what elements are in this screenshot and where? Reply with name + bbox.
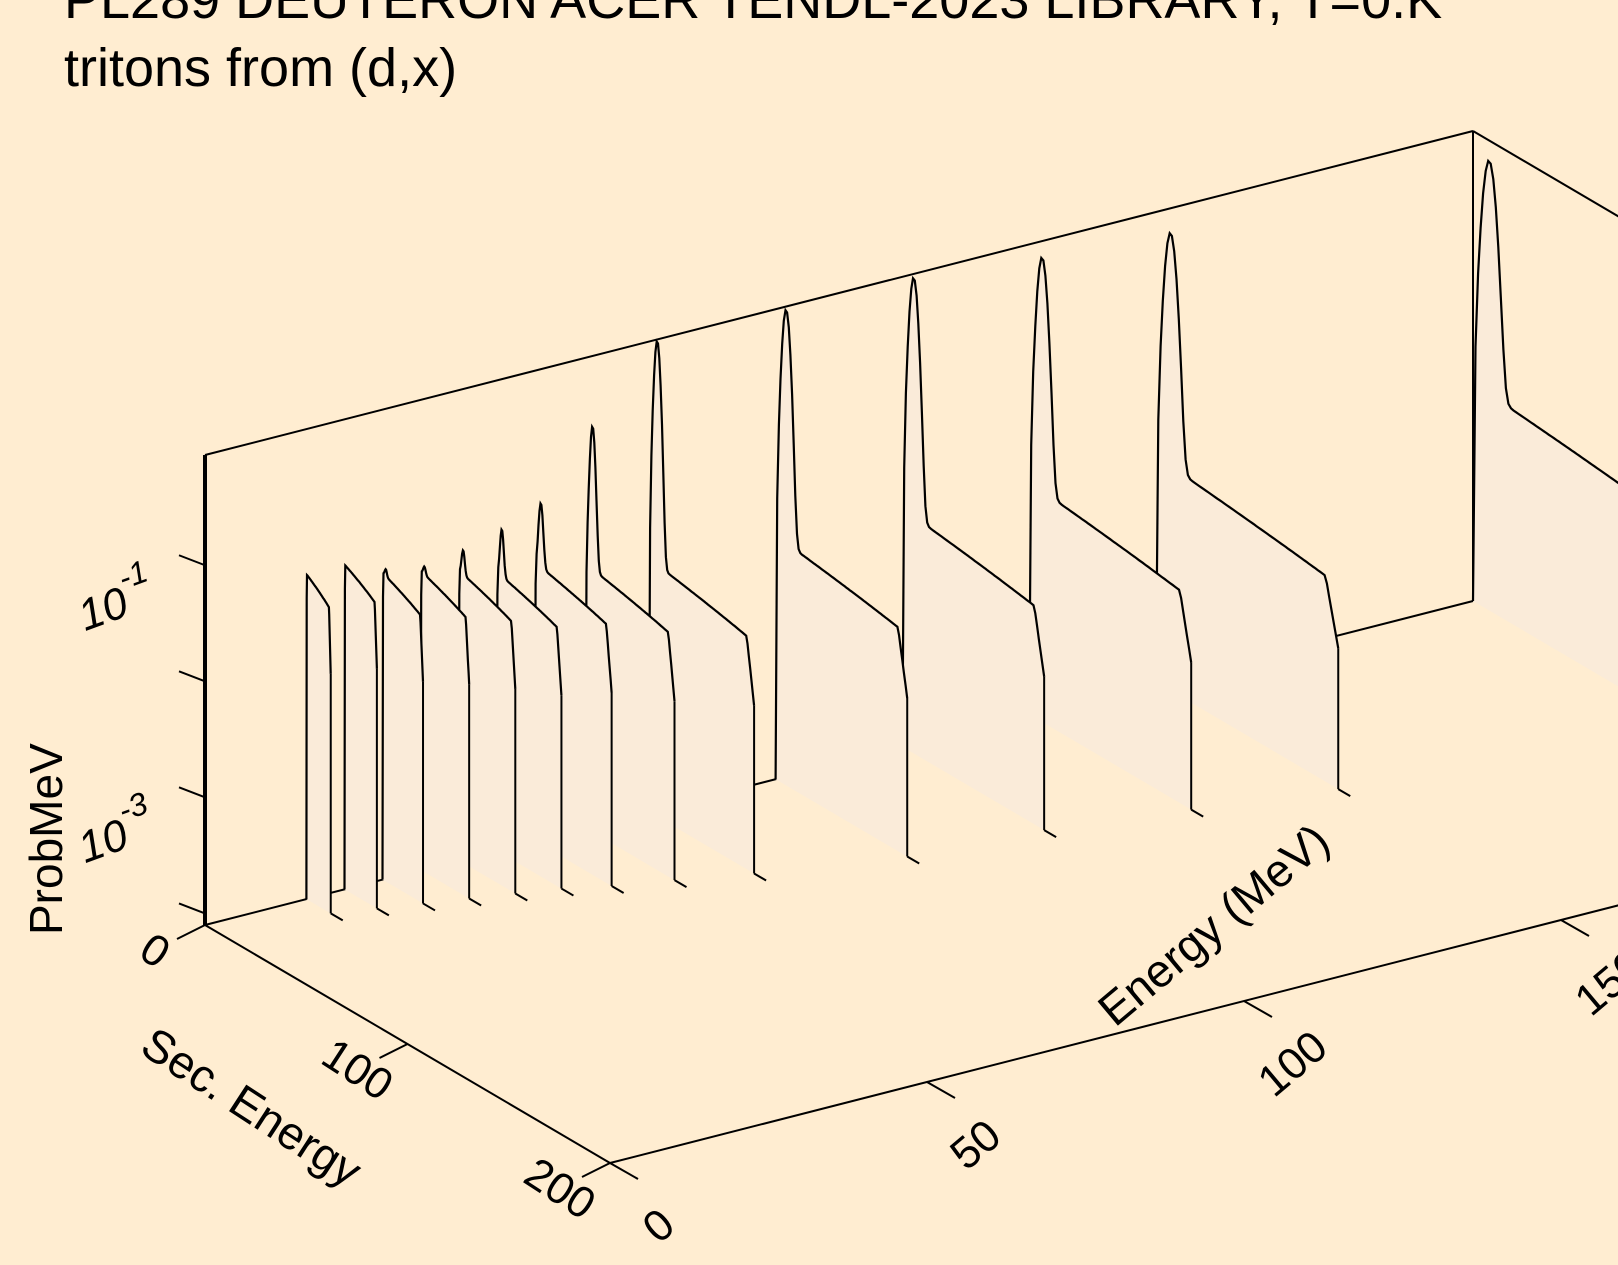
series-fill [344, 565, 377, 909]
y-tick-mark [581, 1162, 611, 1178]
series-base-tick [906, 855, 920, 865]
back-top-edge [204, 130, 1474, 456]
series-group [305, 158, 1618, 922]
series-fill [1029, 258, 1192, 810]
series-fill [306, 575, 331, 914]
x-tick-mark [926, 1081, 956, 1099]
series-base-tick [468, 897, 482, 907]
series-line [495, 526, 563, 851]
series-line [533, 500, 613, 841]
series-base-tick [673, 879, 688, 889]
series-line [1028, 255, 1193, 715]
series-fill [1156, 233, 1339, 790]
series-base-tick [1043, 829, 1057, 838]
series-fill [1473, 160, 1618, 687]
series-base-tick [1337, 788, 1351, 797]
chart-title: PL289 DEUTERON ACER TENDL-2023 LIBRARY, … [64, 0, 1442, 30]
series-line [901, 275, 1046, 747]
series-line [774, 307, 909, 780]
series-fill [902, 278, 1045, 831]
series-base-tick [753, 872, 767, 882]
z-tick-mark [178, 670, 206, 683]
z-axis-label: ProbMeV [20, 743, 72, 935]
series-line [305, 572, 332, 900]
series-fill [382, 569, 423, 904]
z-tick-mark [178, 554, 206, 567]
series-fill [458, 550, 516, 894]
series-base-tick [330, 912, 344, 922]
series-line [1471, 158, 1618, 602]
series-line [647, 338, 756, 812]
series-line [381, 567, 425, 880]
series-base-tick [611, 885, 625, 894]
series-line [343, 562, 378, 890]
series-line [419, 564, 471, 870]
series-base-tick [376, 907, 390, 917]
x-tick-mark [1560, 919, 1590, 937]
series-fill [420, 566, 470, 899]
series-line [584, 423, 676, 828]
z-tick-mark [178, 786, 206, 799]
y-tick-mark [379, 1043, 408, 1059]
series-base-tick [1190, 808, 1204, 818]
series-line [1154, 230, 1340, 683]
series-base-tick [514, 892, 528, 902]
series-base-tick [560, 887, 574, 897]
y-tick-mark [176, 924, 206, 940]
chart-subtitle: tritons from (d,x) [64, 38, 457, 98]
series-base-tick [422, 902, 436, 912]
x-tick-mark [609, 1162, 639, 1180]
right-top-edge [1472, 130, 1618, 218]
x-tick-mark [1243, 1000, 1273, 1018]
series-line [457, 547, 517, 861]
z-tick-mark [178, 902, 206, 915]
series-fill [775, 310, 908, 857]
